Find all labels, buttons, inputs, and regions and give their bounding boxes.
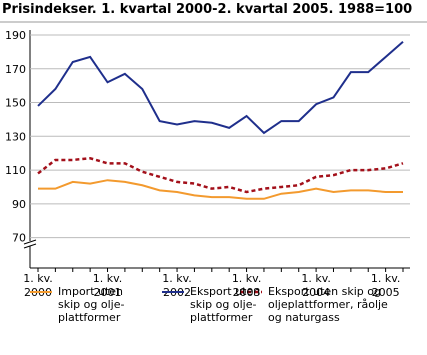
series-line [37, 156, 404, 194]
legend-label: Eksport uten skip og olje- plattformer [190, 285, 261, 324]
series-line [37, 41, 404, 135]
x-tick-label-line: 1. kv. [23, 272, 53, 285]
x-tick-label-line: 1. kv. [93, 272, 123, 285]
x-tick-label: 1. kv. 2005 [371, 272, 401, 299]
legend-label: Import uten skip og olje- plattformer [58, 285, 125, 324]
x-tick-label-line: 2001 [94, 286, 122, 299]
x-tick-label-line: 1. kv. [232, 272, 262, 285]
x-tick-label: 1. kv. 2002 [162, 272, 192, 299]
x-tick-label-line: 2005 [372, 286, 400, 299]
y-tick-label: 90 [12, 198, 26, 211]
legend-label: Eksport uten skip og oljeplattformer, rå… [268, 285, 388, 324]
axis-break [23, 239, 37, 249]
x-tick-label: 1. kv. 2004 [301, 272, 331, 299]
x-tick-label-line: 1. kv. [371, 272, 401, 285]
x-tick-label: 1. kv. 2001 [93, 272, 123, 299]
x-tick-label-line: 2003 [233, 286, 261, 299]
y-tick-label: 150 [5, 97, 26, 110]
x-tick-label: 1. kv. 2003 [232, 272, 262, 299]
y-tick-label: 110 [5, 164, 26, 177]
y-tick-label: 130 [5, 130, 26, 143]
y-tick-label: 170 [5, 63, 26, 76]
x-tick-label-line: 1. kv. [162, 272, 192, 285]
y-tick-label: 190 [5, 29, 26, 42]
chart-title: Prisindekser. 1. kvartal 2000-2. kvartal… [2, 2, 412, 17]
x-tick-label-line: 2004 [302, 286, 330, 299]
x-tick-label-line: 1. kv. [301, 272, 331, 285]
x-tick-label: 1. kv. 2000 [23, 272, 53, 299]
series-line [38, 179, 403, 200]
y-tick-label: 70 [12, 232, 26, 245]
